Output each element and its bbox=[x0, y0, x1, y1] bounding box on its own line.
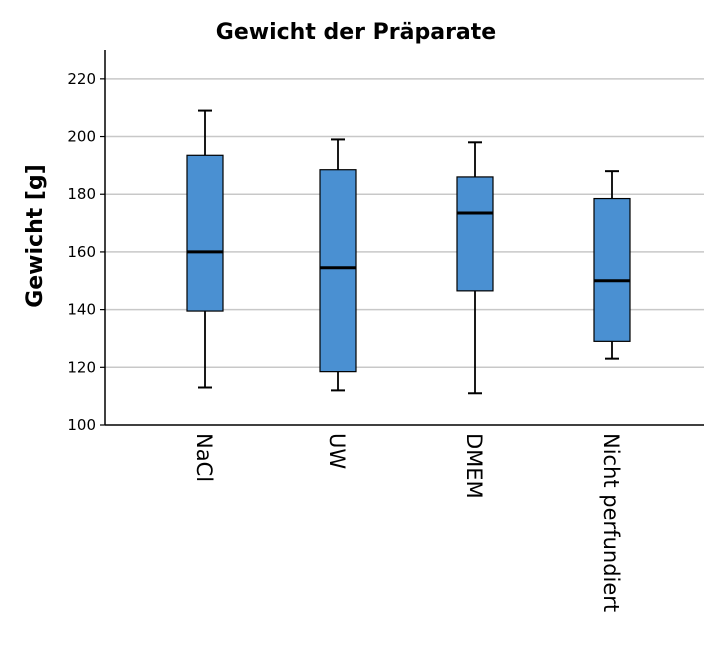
box-iqr bbox=[593, 197, 631, 342]
y-axis-label: Gewicht [g] bbox=[23, 164, 48, 308]
y-tick-label: 140 bbox=[67, 301, 96, 319]
y-tick-label: 160 bbox=[67, 243, 96, 261]
y-tick-label: 220 bbox=[67, 70, 96, 88]
box-iqr bbox=[186, 154, 224, 312]
x-tick-label: Nicht perfundiert bbox=[599, 433, 623, 612]
y-tick-label: 200 bbox=[67, 128, 96, 146]
boxes bbox=[186, 109, 631, 395]
axes bbox=[104, 50, 704, 426]
box-1 bbox=[319, 138, 357, 392]
x-tick-label: UW bbox=[325, 433, 349, 469]
box-2 bbox=[456, 141, 494, 395]
y-tick-label: 100 bbox=[67, 416, 96, 434]
y-tick-label: 180 bbox=[67, 185, 96, 203]
box-0 bbox=[186, 109, 224, 389]
box-3 bbox=[593, 170, 631, 360]
box-iqr bbox=[456, 176, 494, 292]
chart-title: Gewicht der Präparate bbox=[216, 20, 496, 45]
x-ticks: NaCl UW DMEM Nicht perfundiert bbox=[192, 433, 623, 612]
y-ticks: 100 120 140 160 180 200 220 bbox=[67, 70, 105, 434]
y-tick-label: 120 bbox=[67, 358, 96, 376]
x-tick-label: DMEM bbox=[462, 433, 486, 499]
x-tick-label: NaCl bbox=[192, 433, 216, 482]
box-iqr bbox=[319, 169, 357, 373]
